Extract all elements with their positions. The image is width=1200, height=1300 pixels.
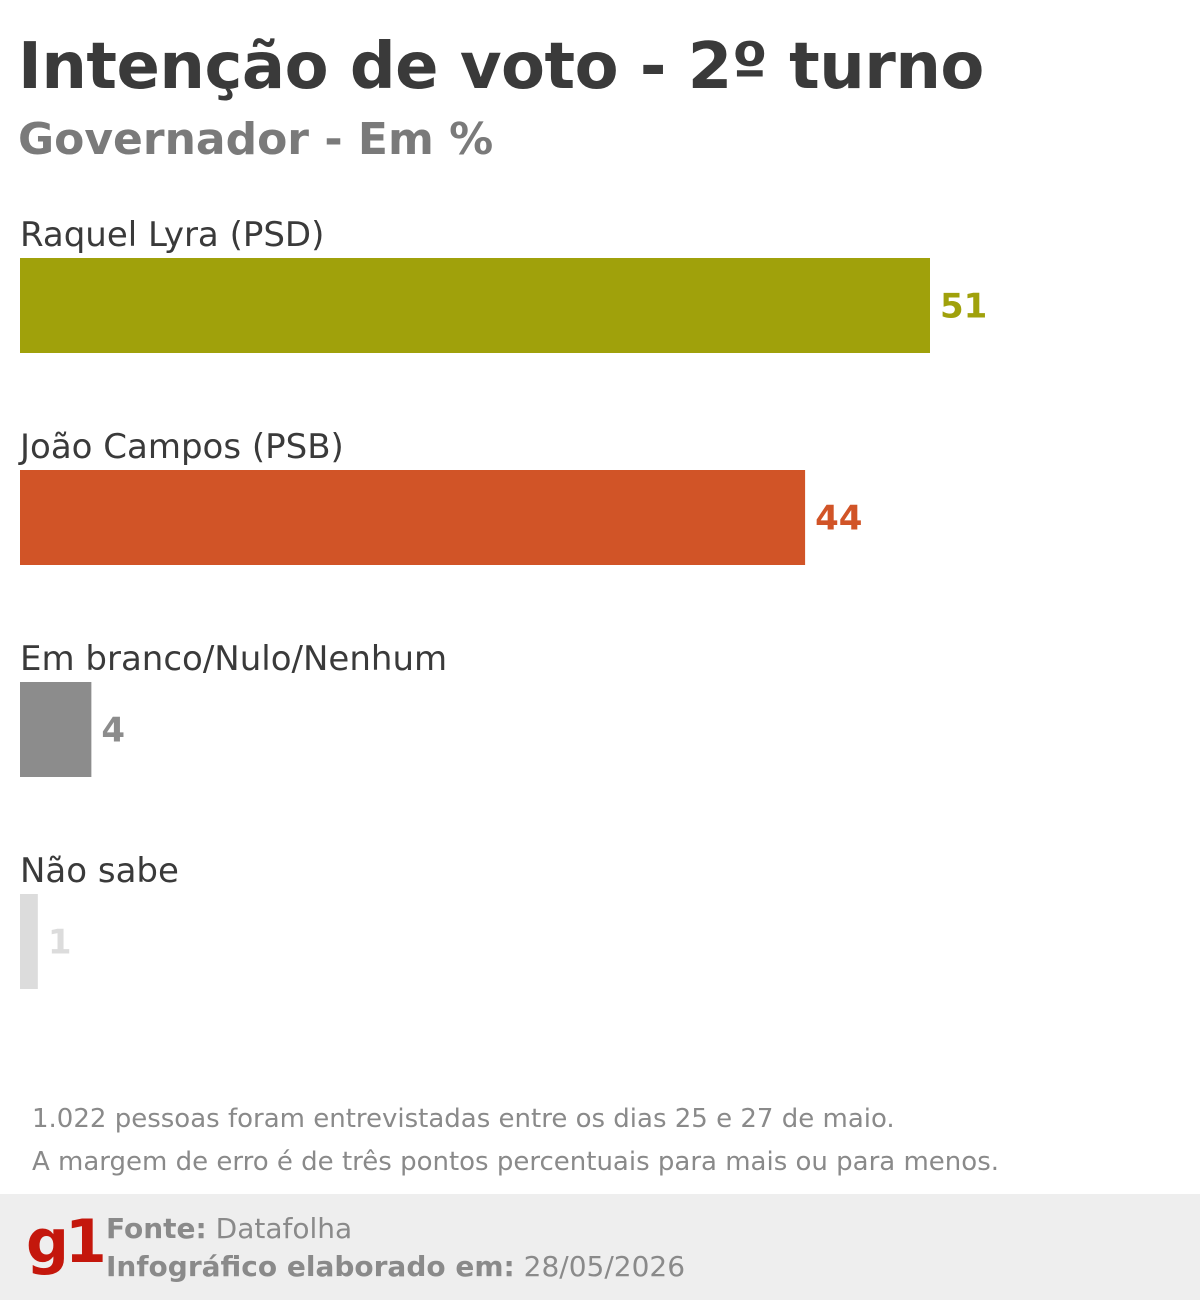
category-label-em-branco-nulo-nenhum: Em branco/Nulo/Nenhum — [20, 639, 447, 679]
source-line: Fonte: Datafolha — [106, 1210, 685, 1248]
value-label-joao-campos-psb: 44 — [815, 499, 862, 539]
bar-raquel-lyra-psd — [20, 258, 930, 353]
bar-em-branco-nulo-nenhum — [20, 682, 92, 777]
source-label: Fonte: — [106, 1212, 207, 1245]
date-label: Infográfico elaborado em: — [106, 1250, 515, 1283]
value-label-em-branco-nulo-nenhum: 4 — [101, 711, 125, 751]
value-label-raquel-lyra-psd: 51 — [940, 287, 987, 327]
date-value: 28/05/2026 — [523, 1250, 686, 1283]
note-line-margin: A margem de erro é de três pontos percen… — [32, 1147, 1000, 1177]
category-label-nao-sabe: Não sabe — [20, 851, 179, 891]
chart-title: Intenção de voto - 2º turno — [18, 30, 984, 104]
note-line-sample: 1.022 pessoas foram entrevistadas entre … — [32, 1104, 895, 1134]
g1-logo: g1 — [26, 1207, 107, 1277]
bar-joao-campos-psb — [20, 470, 806, 565]
bar-chart: Raquel Lyra (PSD) 51 João Campos (PSB) 44 Em… — [18, 215, 987, 989]
chart-subtitle: Governador - Em % — [18, 114, 494, 165]
methodology-notes: 1.022 pessoas foram entrevistadas entre … — [32, 1098, 999, 1184]
source-value: Datafolha — [215, 1212, 353, 1245]
value-label-nao-sabe: 1 — [48, 923, 72, 963]
footer-credits: Fonte: Datafolha Infográfico elaborado e… — [106, 1210, 685, 1286]
bar-nao-sabe — [20, 894, 38, 989]
date-line: Infográfico elaborado em: 28/05/2026 — [106, 1248, 685, 1286]
category-label-raquel-lyra-psd: Raquel Lyra (PSD) — [20, 215, 324, 255]
category-label-joao-campos-psb: João Campos (PSB) — [18, 427, 344, 467]
footer: g1 Fonte: Datafolha Infográfico elaborad… — [0, 1194, 1200, 1300]
